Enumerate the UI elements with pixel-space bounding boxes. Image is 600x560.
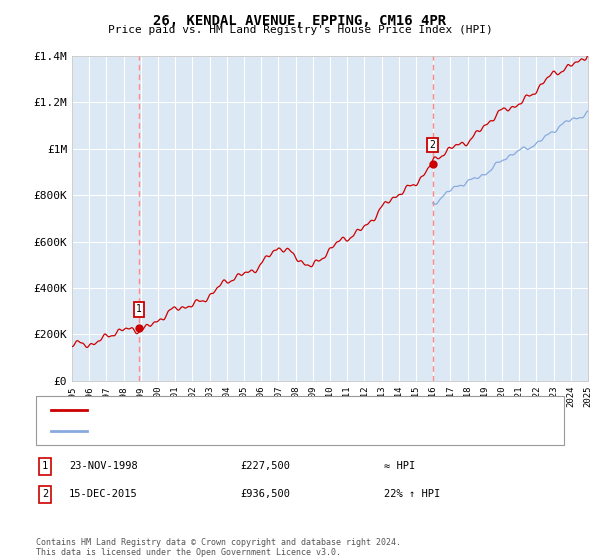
Text: 1: 1 [136, 305, 142, 315]
Text: ≈ HPI: ≈ HPI [384, 461, 415, 472]
Text: Price paid vs. HM Land Registry's House Price Index (HPI): Price paid vs. HM Land Registry's House … [107, 25, 493, 35]
Text: £936,500: £936,500 [240, 489, 290, 500]
Text: 1: 1 [42, 461, 48, 472]
Text: 2: 2 [42, 489, 48, 500]
Text: 2: 2 [430, 140, 436, 150]
Text: 15-DEC-2015: 15-DEC-2015 [69, 489, 138, 500]
Text: Contains HM Land Registry data © Crown copyright and database right 2024.
This d: Contains HM Land Registry data © Crown c… [36, 538, 401, 557]
Text: £227,500: £227,500 [240, 461, 290, 472]
Text: 22% ↑ HPI: 22% ↑ HPI [384, 489, 440, 500]
Text: HPI: Average price, detached house, Epping Forest: HPI: Average price, detached house, Eppi… [93, 426, 399, 436]
Text: 23-NOV-1998: 23-NOV-1998 [69, 461, 138, 472]
Text: 26, KENDAL AVENUE, EPPING, CM16 4PR (detached house): 26, KENDAL AVENUE, EPPING, CM16 4PR (det… [93, 405, 418, 415]
Text: 26, KENDAL AVENUE, EPPING, CM16 4PR: 26, KENDAL AVENUE, EPPING, CM16 4PR [154, 14, 446, 28]
